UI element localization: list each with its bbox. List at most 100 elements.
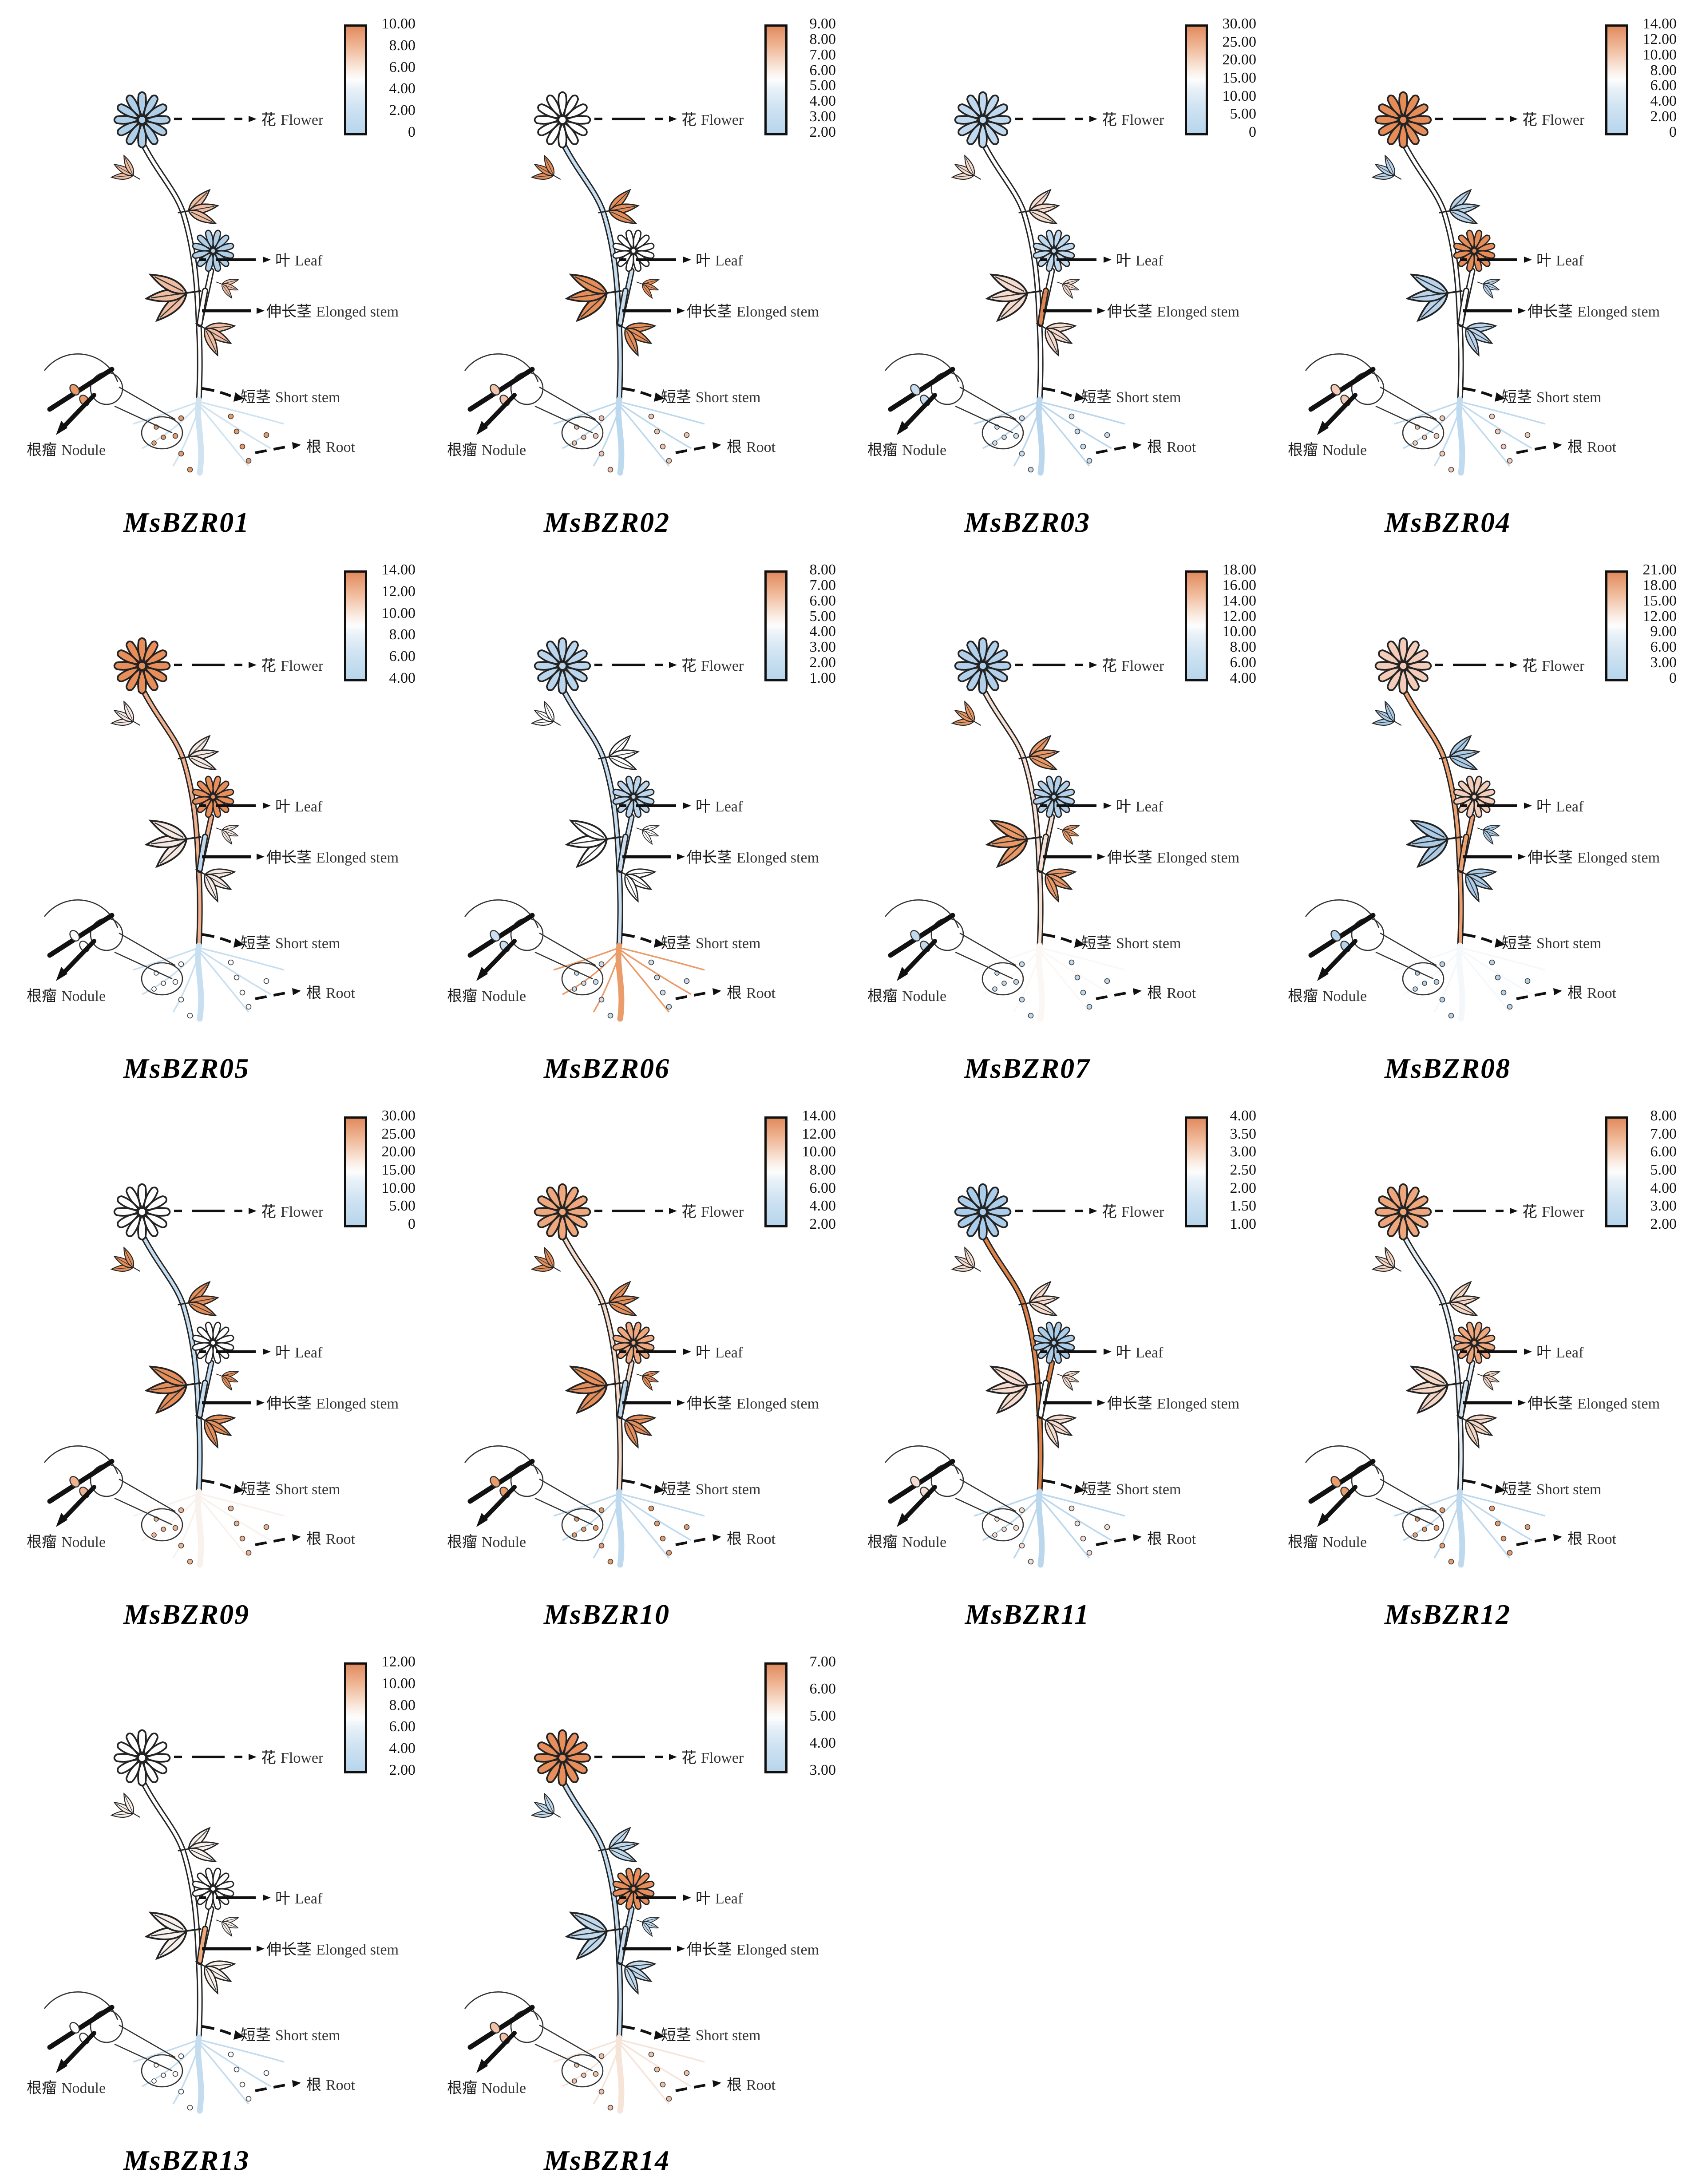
- leaf-group: [1036, 868, 1077, 903]
- leaf-group: [636, 279, 660, 299]
- short-stem-annotation: 短茎 Short stem: [1042, 1479, 1181, 1498]
- gene-title: MsBZR06: [543, 1052, 670, 1084]
- leaf-label: 叶 Leaf: [1116, 1345, 1164, 1361]
- flower-cluster: [612, 1321, 655, 1364]
- leaf-annotation: 叶 Leaf: [619, 1891, 743, 1907]
- colorbar-tick: 2.00: [389, 1761, 416, 1778]
- short-stem-annotation: 短茎 Short stem: [202, 1479, 340, 1498]
- leaf-group: [178, 735, 220, 770]
- gene-panel-msbzr05: 花 Flower 叶 Leaf 伸长茎 Elonged stem 短茎 Short st…: [0, 546, 420, 1092]
- arrowhead-icon: [1089, 116, 1097, 122]
- colorbar-tick: 15.00: [1642, 592, 1677, 609]
- short-stem-annotation: 短茎 Short stem: [1463, 933, 1601, 952]
- arrowhead-icon: [234, 1484, 244, 1494]
- leaf-group: [530, 1792, 561, 1818]
- elongated-stem-label: 伸长茎 Elonged stem: [266, 303, 399, 320]
- leaf-group: [1018, 189, 1061, 224]
- flower-annotation: 花 Flower: [1435, 111, 1585, 128]
- arrowhead-icon: [292, 2080, 301, 2087]
- colorbar-tick: 7.00: [809, 577, 836, 593]
- leaf-group: [615, 322, 657, 357]
- elongated-stem-annotation: 伸长茎 Elonged stem: [622, 849, 819, 866]
- root-system: [1394, 942, 1546, 1022]
- arrowhead-icon: [677, 854, 685, 860]
- elongated-stem: [197, 814, 214, 873]
- arrowhead-icon: [249, 1754, 257, 1760]
- flower-cluster: [954, 637, 1012, 695]
- leaf-group: [1371, 1246, 1402, 1272]
- nodule-label: 根瘤 Nodule: [1288, 442, 1367, 459]
- leaf-group: [1439, 735, 1481, 770]
- leaf-group: [1405, 1365, 1463, 1414]
- colorbar-tick: 15.00: [381, 1161, 416, 1178]
- colorbar-tick: 4.00: [809, 93, 836, 110]
- elongated-stem-annotation: 伸长茎 Elonged stem: [1463, 303, 1660, 320]
- root-system: [974, 396, 1125, 476]
- elongated-stem: [1037, 1360, 1055, 1419]
- colorbar-tick: 6.00: [809, 1179, 836, 1196]
- arrowhead-icon: [1510, 662, 1518, 668]
- short-stem: [141, 1235, 203, 1495]
- colorbar-gradient: [344, 570, 367, 681]
- root-label: 根 Root: [1567, 439, 1617, 455]
- elongated-stem-annotation: 伸长茎 Elonged stem: [622, 1941, 819, 1958]
- arrowhead-icon: [654, 392, 665, 402]
- arrowhead-icon: [249, 662, 257, 668]
- arrowhead-icon: [1104, 803, 1112, 809]
- elongated-stem-annotation: 伸长茎 Elonged stem: [1043, 1395, 1239, 1412]
- arrowhead-icon: [1089, 1208, 1097, 1214]
- leaf-group: [1371, 700, 1402, 726]
- nodule-zoom-source-circle: [1402, 962, 1445, 996]
- colorbar-ticks: 12.00 10.00 8.00 6.00 4.00 2.00: [369, 1654, 416, 1778]
- nodule-annotation: 根瘤 Nodule: [1288, 1534, 1367, 1551]
- elongated-stem: [197, 1360, 214, 1419]
- arrowhead-icon: [1089, 662, 1097, 668]
- short-stem: [982, 689, 1044, 949]
- nodule-annotation: 根瘤 Nodule: [867, 988, 946, 1005]
- colorbar-tick: 7.00: [809, 1654, 836, 1670]
- nodule-zoom-source-circle: [141, 962, 183, 996]
- arrowhead-icon: [669, 1754, 677, 1760]
- arrowhead-icon: [263, 257, 271, 263]
- flower-annotation: 花 Flower: [174, 1749, 324, 1766]
- colorbar-gradient: [1605, 24, 1628, 135]
- colorbar-tick: 6.00: [1650, 77, 1677, 94]
- elongated-stem-label: 伸长茎 Elonged stem: [1528, 1395, 1660, 1412]
- colorbar-tick: 5.00: [1650, 1161, 1677, 1178]
- root-annotation: 根 Root: [1516, 1531, 1617, 1547]
- arrowhead-icon: [249, 116, 257, 122]
- gene-title: MsBZR01: [123, 506, 250, 538]
- flower-cluster: [1374, 637, 1432, 695]
- short-stem: [562, 1235, 623, 1495]
- leaf-group: [598, 189, 640, 224]
- root-label: 根 Root: [1147, 439, 1196, 455]
- elongated-stem-annotation: 伸长茎 Elonged stem: [1463, 1395, 1660, 1412]
- flower-label: 花 Flower: [681, 111, 744, 128]
- colorbar-gradient: [1185, 570, 1208, 681]
- colorbar-tick: 25.00: [1222, 33, 1257, 50]
- flower-annotation: 花 Flower: [594, 111, 744, 128]
- colorbar-tick: 1.00: [1230, 1215, 1257, 1232]
- nodule-inset: [884, 353, 1017, 435]
- colorbar-gradient: [1185, 1116, 1208, 1227]
- root-system: [974, 1488, 1125, 1568]
- gene-panel-msbzr03: 花 Flower 叶 Leaf 伸长茎 Elonged stem 短茎 Short st…: [841, 0, 1261, 546]
- nodule-label: 根瘤 Nodule: [27, 2080, 106, 2097]
- root-system: [133, 942, 285, 1022]
- arrowhead-icon: [654, 1484, 665, 1494]
- colorbar-tick: 3.00: [1650, 1198, 1677, 1215]
- colorbar-tick: 0: [1669, 123, 1677, 140]
- nodule-arrowhead-icon: [897, 1513, 908, 1527]
- elongated-stem-label: 伸长茎 Elonged stem: [266, 849, 399, 866]
- short-stem: [141, 1781, 203, 2041]
- flower-annotation: 花 Flower: [174, 1203, 324, 1220]
- flower-annotation: 花 Flower: [1435, 657, 1585, 674]
- flower-annotation: 花 Flower: [174, 657, 324, 674]
- colorbar-ticks: 4.00 3.50 3.00 2.50 2.00 1.50 1.00: [1210, 1108, 1257, 1232]
- arrowhead-icon: [712, 1534, 721, 1541]
- nodule-zoom-source-circle: [141, 1508, 183, 1542]
- nodule-arrowhead-icon: [897, 967, 908, 981]
- arrowhead-icon: [712, 988, 721, 995]
- root-label: 根 Root: [306, 2077, 356, 2093]
- colorbar-tick: 5.00: [389, 1198, 416, 1215]
